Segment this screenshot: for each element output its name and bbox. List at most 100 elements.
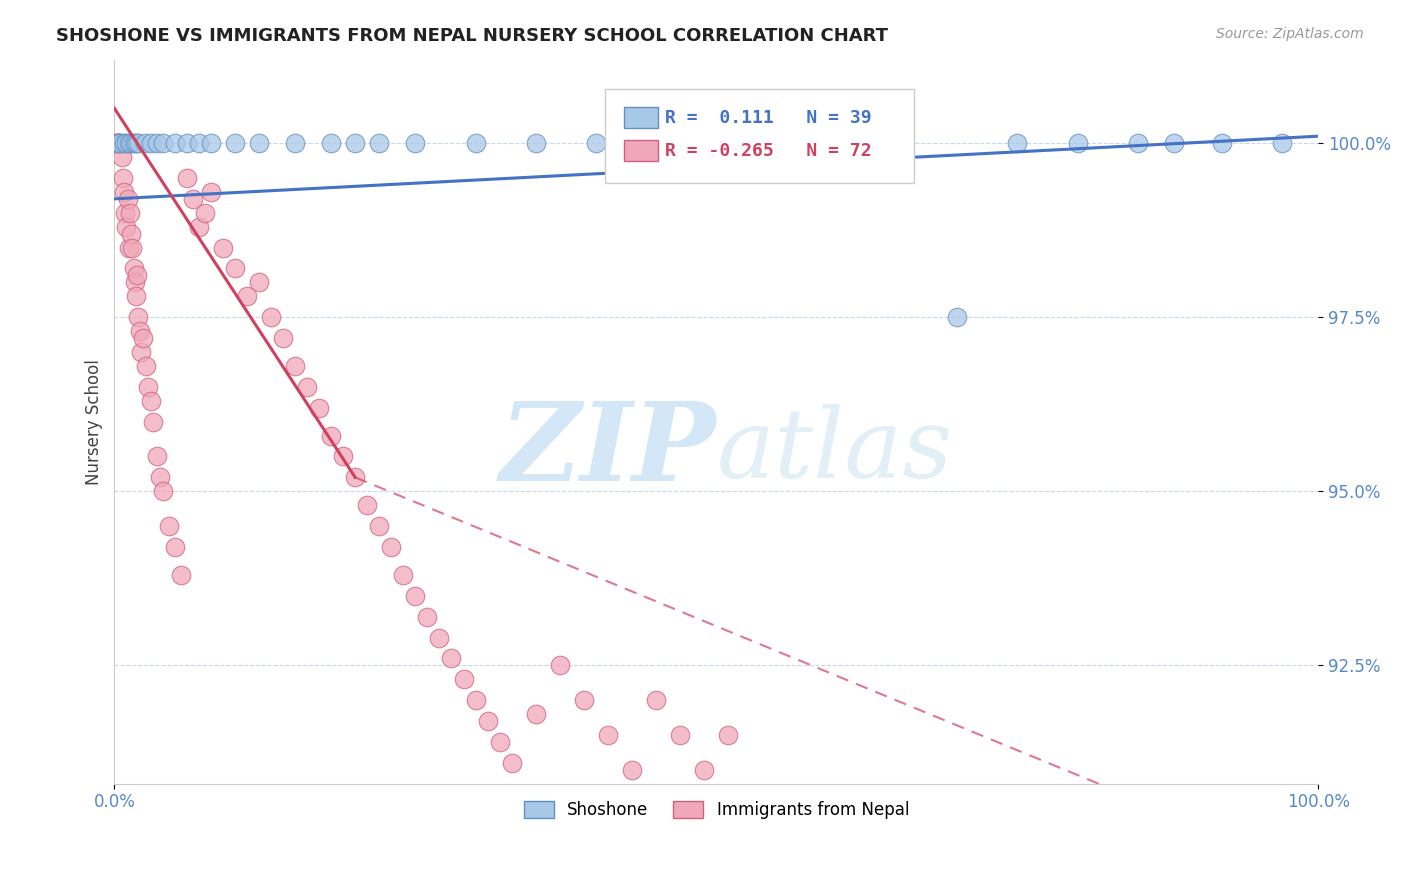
Point <box>181 192 204 206</box>
Point <box>501 756 523 770</box>
Point <box>247 136 270 150</box>
Point <box>110 136 132 150</box>
Point <box>585 136 607 150</box>
Point <box>368 136 391 150</box>
Point <box>120 206 142 220</box>
Point <box>112 136 135 150</box>
Point <box>1126 136 1149 150</box>
Point <box>572 693 595 707</box>
Point <box>319 136 342 150</box>
Text: atlas: atlas <box>716 404 952 498</box>
Point <box>645 136 668 150</box>
Point <box>344 470 367 484</box>
Point <box>392 567 415 582</box>
Point <box>112 185 135 199</box>
Point <box>105 136 128 150</box>
Point <box>368 519 391 533</box>
Point <box>429 631 451 645</box>
Point <box>886 136 908 150</box>
Text: Source: ZipAtlas.com: Source: ZipAtlas.com <box>1216 27 1364 41</box>
Y-axis label: Nursery School: Nursery School <box>86 359 103 484</box>
Point <box>211 241 233 255</box>
Point <box>946 310 969 325</box>
Point <box>380 540 402 554</box>
Point <box>440 651 463 665</box>
Point <box>645 693 668 707</box>
Text: R =  0.111   N = 39: R = 0.111 N = 39 <box>665 109 872 127</box>
Point <box>464 693 486 707</box>
Point <box>247 276 270 290</box>
Point <box>344 136 367 150</box>
Point <box>1007 136 1029 150</box>
Point <box>136 380 159 394</box>
Point <box>120 136 142 150</box>
Point <box>108 136 131 150</box>
Legend: Shoshone, Immigrants from Nepal: Shoshone, Immigrants from Nepal <box>517 795 915 826</box>
Point <box>176 136 198 150</box>
Point <box>524 136 547 150</box>
Point <box>693 763 716 777</box>
Point <box>134 136 156 150</box>
Point <box>200 136 222 150</box>
Point <box>104 136 127 150</box>
Point <box>115 136 138 150</box>
Point <box>488 735 510 749</box>
Point <box>152 484 174 499</box>
Point <box>524 707 547 722</box>
Point <box>107 136 129 150</box>
Point <box>163 540 186 554</box>
Point <box>669 728 692 742</box>
Point <box>145 450 167 464</box>
Point <box>176 171 198 186</box>
Point <box>717 728 740 742</box>
Point <box>127 136 149 150</box>
Point <box>142 415 165 429</box>
Point <box>169 567 191 582</box>
Point <box>118 136 141 150</box>
Point <box>224 261 246 276</box>
Point <box>271 331 294 345</box>
Point <box>127 310 149 325</box>
Point <box>115 219 138 234</box>
Point <box>704 136 727 150</box>
Point <box>765 136 787 150</box>
Point <box>284 136 307 150</box>
Point <box>124 276 146 290</box>
Point <box>1211 136 1233 150</box>
Point <box>1271 136 1294 150</box>
Point <box>477 714 499 728</box>
Point <box>200 185 222 199</box>
Point <box>416 609 439 624</box>
Point <box>149 470 172 484</box>
Point <box>332 450 354 464</box>
Point <box>825 136 848 150</box>
Point <box>132 331 155 345</box>
Point <box>621 763 644 777</box>
Point <box>125 289 148 303</box>
Point <box>135 359 157 373</box>
Point <box>194 206 217 220</box>
Point <box>125 136 148 150</box>
Point <box>356 498 378 512</box>
Point <box>157 519 180 533</box>
Point <box>236 289 259 303</box>
Text: ZIP: ZIP <box>499 397 716 504</box>
Point <box>152 136 174 150</box>
Point <box>404 589 426 603</box>
Point <box>163 136 186 150</box>
Point <box>114 206 136 220</box>
Point <box>139 136 162 150</box>
Point <box>120 227 142 241</box>
Point <box>139 393 162 408</box>
Text: SHOSHONE VS IMMIGRANTS FROM NEPAL NURSERY SCHOOL CORRELATION CHART: SHOSHONE VS IMMIGRANTS FROM NEPAL NURSER… <box>56 27 889 45</box>
Point <box>596 728 619 742</box>
Point <box>404 136 426 150</box>
Point <box>1066 136 1088 150</box>
Point <box>107 136 129 150</box>
Point <box>118 241 141 255</box>
Point <box>129 345 152 359</box>
Point <box>110 136 132 150</box>
Point <box>128 324 150 338</box>
Point <box>111 171 134 186</box>
Point <box>224 136 246 150</box>
